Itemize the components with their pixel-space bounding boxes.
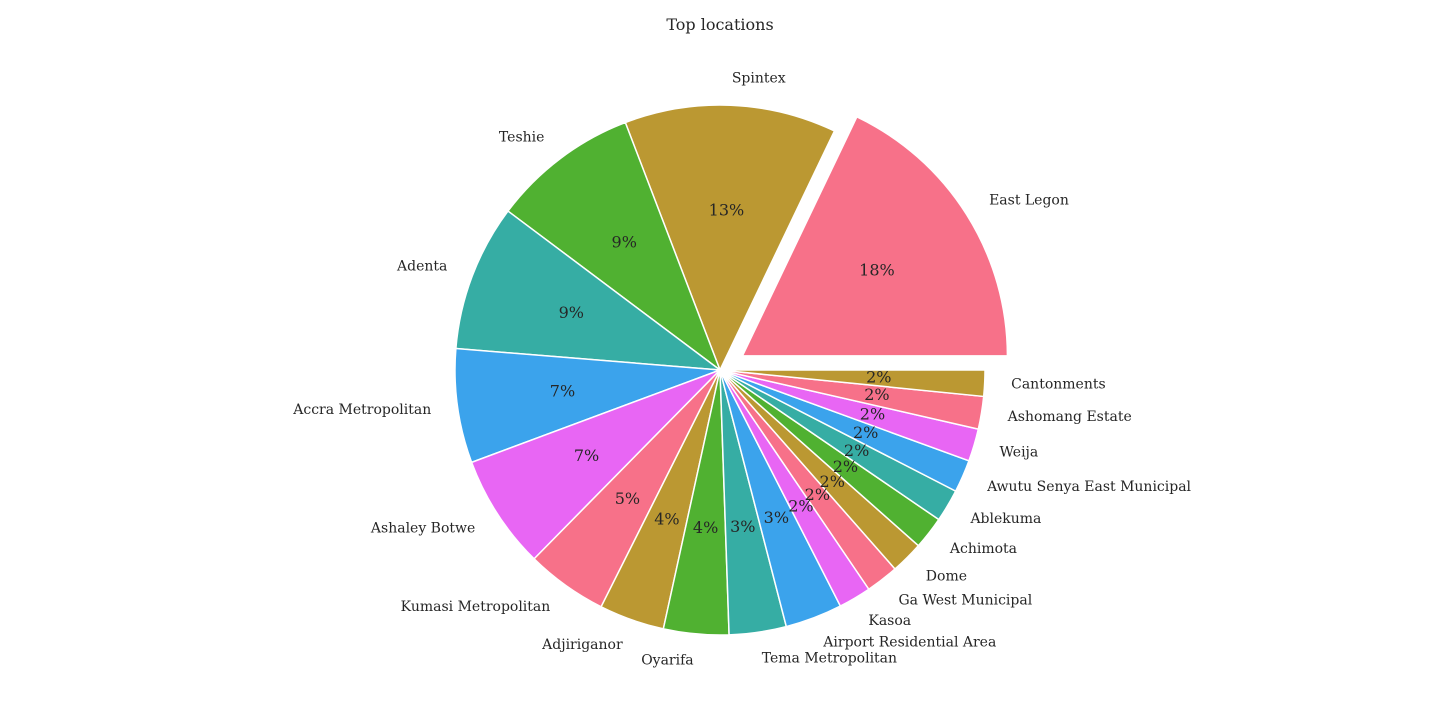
slice-percent-awutu-senya-east-municipal: 2% <box>853 423 878 442</box>
pie-slice-adenta <box>455 210 721 371</box>
slice-label-weija: Weija <box>1000 445 1039 461</box>
slice-label-ablekuma: Ablekuma <box>969 511 1041 527</box>
slice-percent-tema-metropolitan: 3% <box>730 517 755 536</box>
slice-label-east-legon: East Legon <box>989 193 1069 209</box>
pie-slice-cantonments <box>719 369 986 398</box>
slice-percent-east-legon: 18% <box>859 261 895 280</box>
slice-percent-weija: 2% <box>860 405 885 424</box>
slice-label-tema-metropolitan: Tema Metropolitan <box>762 650 897 666</box>
slice-label-ga-west-municipal: Ga West Municipal <box>898 592 1032 608</box>
slice-label-kumasi-metropolitan: Kumasi Metropolitan <box>401 599 551 615</box>
slice-percent-kumasi-metropolitan: 5% <box>615 489 640 508</box>
slice-percent-achimota: 2% <box>833 457 858 476</box>
slice-percent-ashaley-botwe: 7% <box>574 446 599 465</box>
pie-slice-ashaley-botwe <box>470 369 721 560</box>
slice-percent-accra-metropolitan: 7% <box>550 381 575 400</box>
slice-label-ashaley-botwe: Ashaley Botwe <box>370 520 475 536</box>
slice-percent-adenta: 9% <box>559 303 584 322</box>
slice-label-achimota: Achimota <box>949 541 1017 557</box>
slice-percent-kasoa: 2% <box>788 496 813 515</box>
slice-label-adjiriganor: Adjiriganor <box>541 637 623 653</box>
slice-percent-adjiriganor: 4% <box>654 509 679 528</box>
slice-label-kasoa: Kasoa <box>868 613 911 629</box>
slice-percent-ablekuma: 2% <box>844 441 869 460</box>
slice-label-adenta: Adenta <box>396 259 447 275</box>
pie-wedges <box>454 104 1009 636</box>
slice-label-teshie: Teshie <box>499 129 545 145</box>
pie-labels: East Legon 18% Spintex 13% Teshie 9% Adenta 9% A… <box>292 71 1191 669</box>
slice-percent-cantonments: 2% <box>866 367 891 386</box>
chart-title: Top locations <box>666 15 773 34</box>
slice-label-spintex: Spintex <box>732 71 786 87</box>
slice-label-accra-metropolitan: Accra Metropolitan <box>292 402 431 418</box>
slice-label-cantonments: Cantonments <box>1011 377 1106 393</box>
slice-percent-dome: 2% <box>820 472 845 491</box>
slice-percent-oyarifa: 4% <box>693 518 718 537</box>
slice-percent-teshie: 9% <box>612 233 637 252</box>
pie-slice-teshie <box>507 121 721 371</box>
slice-label-dome: Dome <box>926 568 967 584</box>
slice-percent-ashomang-estate: 2% <box>864 385 889 404</box>
slice-label-ashomang-estate: Ashomang Estate <box>1007 409 1132 425</box>
slice-percent-ga-west-municipal: 2% <box>805 485 830 504</box>
pie-slice-accra-metropolitan <box>454 347 721 464</box>
slice-label-awutu-senya-east-municipal: Awutu Senya East Municipal <box>986 479 1191 495</box>
slice-label-airport-residential-area: Airport Residential Area <box>822 635 996 651</box>
pie-slice-east-legon <box>741 116 1009 357</box>
slice-percent-spintex: 13% <box>709 201 745 220</box>
slice-percent-airport-residential-area: 3% <box>764 508 789 527</box>
slice-label-oyarifa: Oyarifa <box>641 652 693 668</box>
pie-slice-spintex <box>624 104 836 371</box>
